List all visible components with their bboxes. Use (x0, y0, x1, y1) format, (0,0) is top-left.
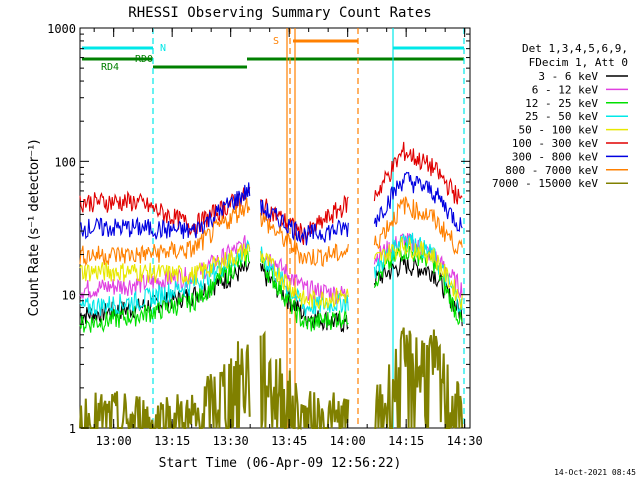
series-line (260, 199, 349, 246)
x-tick-label: 14:00 (330, 434, 366, 448)
legend-header-line-2: FDecim 1, Att 0 (529, 56, 628, 69)
series-100to300keV (79, 141, 463, 246)
series-line (374, 327, 464, 429)
x-tick-label: 13:30 (213, 434, 249, 448)
series-7000to15000keV (79, 327, 464, 430)
flag-label-s: S (273, 36, 279, 47)
series-300to800keV (79, 171, 463, 246)
y-tick-label: 100 (54, 155, 76, 169)
y-axis: 1 10 100 1000 (47, 22, 470, 436)
legend-entry-label: 800 - 7000 keV (505, 164, 598, 177)
series-line (259, 330, 350, 430)
series-line (260, 246, 349, 316)
series-line (260, 212, 349, 268)
legend: Det 1,3,4,5,6,9, FDecim 1, Att 0 3 - 6 k… (492, 42, 628, 190)
series-line (79, 243, 251, 286)
x-axis-label: Start Time (06-Apr-09 12:56:22) (159, 456, 402, 471)
series-line (260, 194, 349, 246)
x-tick-label: 14:15 (388, 434, 424, 448)
legend-entry-label: 6 - 12 keV (532, 83, 599, 96)
series-line (260, 250, 349, 311)
legend-entry-label: 25 - 50 keV (525, 110, 598, 123)
series-line (79, 341, 251, 429)
x-tick-label: 14:30 (447, 434, 483, 448)
y-axis-label: Count Rate (s⁻¹ detector⁻¹) (27, 140, 42, 317)
series-line (79, 182, 251, 240)
series-800to7000keV (79, 196, 463, 268)
series-line (373, 256, 463, 327)
flag-label-rd4: RD4 (101, 62, 119, 73)
legend-entry-label: 12 - 25 keV (525, 97, 598, 110)
legend-entry-label: 100 - 300 keV (512, 137, 598, 150)
series-line (79, 197, 251, 267)
flag-bars: N S RD0 RD4 (82, 36, 464, 73)
legend-header-line-1: Det 1,3,4,5,6,9, (522, 42, 628, 55)
x-axis: 13:00 13:15 13:30 13:45 14:00 14:15 14:30 (93, 28, 483, 448)
series-line (373, 236, 463, 310)
series-line (260, 257, 349, 332)
series-line (373, 196, 463, 256)
x-tick-label: 13:15 (154, 434, 190, 448)
footer-timestamp: 14-Oct-2021 08:45 (554, 468, 636, 477)
series-line (260, 251, 349, 305)
chart-title: RHESSI Observing Summary Count Rates (128, 5, 431, 21)
event-markers (152, 28, 465, 428)
x-tick-label: 13:45 (271, 434, 307, 448)
series-line (373, 141, 463, 205)
legend-entry-label: 300 - 800 keV (512, 150, 598, 163)
legend-entry-label: 7000 - 15000 keV (492, 177, 598, 190)
series-line (79, 239, 251, 316)
plot-frame (79, 27, 471, 429)
series-layer (79, 141, 464, 430)
series-line (373, 171, 463, 233)
x-tick-label: 13:00 (96, 434, 132, 448)
series-line (79, 187, 251, 236)
y-tick-label: 1000 (47, 22, 76, 36)
series-50to100keV (79, 236, 463, 311)
series-line (373, 242, 463, 326)
y-tick-label: 10 (62, 289, 76, 303)
flag-label-rd0: RD0 (135, 54, 153, 65)
legend-entry-label: 3 - 6 keV (538, 70, 598, 83)
flag-label-n: N (160, 43, 166, 54)
y-tick-label: 1 (69, 422, 76, 436)
legend-entry-label: 50 - 100 keV (519, 124, 599, 137)
